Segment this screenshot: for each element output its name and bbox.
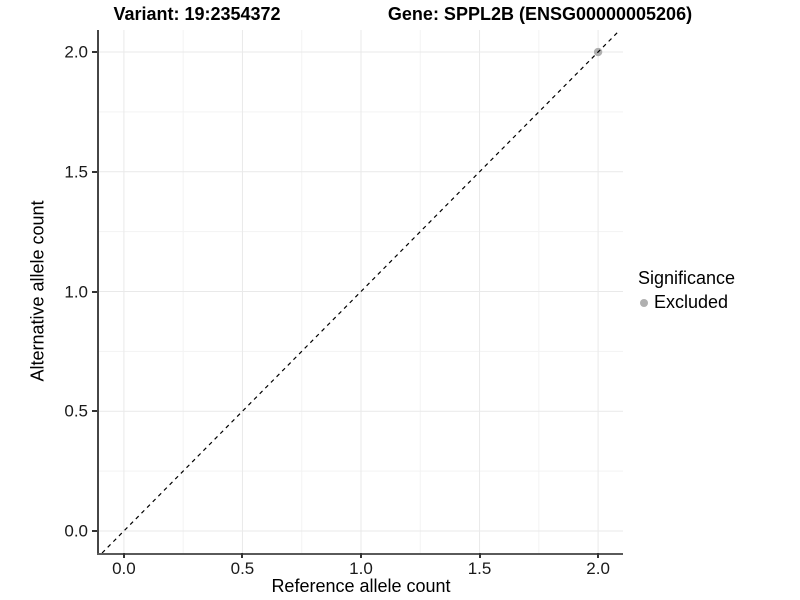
legend-point-icon	[640, 298, 648, 307]
x-axis-title: Reference allele count	[271, 576, 451, 596]
y-axis-title: Alternative allele count	[27, 200, 48, 382]
x-tick	[122, 553, 125, 558]
variant-title: Variant: 19:2354372	[113, 4, 281, 24]
legend: Significance Excluded	[638, 268, 735, 313]
x-tick	[597, 553, 600, 558]
x-tick	[360, 553, 362, 558]
identity-line	[101, 30, 621, 553]
y-tick-label: 1.0	[64, 282, 88, 301]
y-tick	[92, 51, 97, 54]
x-tick	[478, 553, 481, 558]
x-tick	[241, 553, 244, 558]
y-tick-label: 1.5	[64, 162, 88, 182]
legend-title: Significance	[638, 268, 736, 288]
x-tick-label: 0.0	[112, 559, 136, 578]
x-tick-label: 2.0	[586, 559, 610, 578]
gene-title: Gene: SPPL2B (ENSG00000005206)	[387, 4, 693, 24]
x-tick-label: 1.0	[349, 559, 373, 578]
legend-item-excluded: Excluded	[638, 292, 735, 313]
x-tick-label: 0.5	[230, 559, 255, 578]
y-tick	[92, 170, 97, 173]
plot-panel	[99, 30, 623, 553]
y-tick	[92, 290, 97, 293]
y-tick	[92, 529, 97, 532]
y-tick-label: 0.5	[64, 401, 88, 421]
y-tick	[92, 410, 97, 413]
legend-item-label: Excluded	[654, 292, 729, 312]
y-tick-label: 0.0	[64, 521, 88, 541]
y-tick-label: 2.0	[64, 42, 88, 62]
y-axis-line	[97, 30, 99, 555]
legend-items: Excluded	[638, 292, 735, 313]
x-tick-label: 1.5	[467, 559, 492, 578]
